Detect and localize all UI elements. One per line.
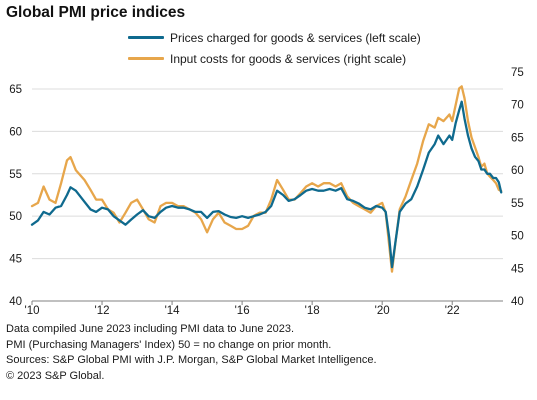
chart-footnotes: Data compiled June 2023 including PMI da… xyxy=(6,322,377,384)
left-axis-tick-label: 60 xyxy=(9,126,22,138)
footnote-copyright: © 2023 S&P Global. xyxy=(6,369,105,382)
chart-legend: Prices charged for goods & services (lef… xyxy=(128,27,421,69)
left-axis-tick-label: 50 xyxy=(9,211,22,223)
legend-item-input-costs: Input costs for goods & services (right … xyxy=(128,48,421,69)
series-line-prices-charged xyxy=(30,100,503,269)
series-line-input-costs xyxy=(30,85,503,273)
legend-swatch-prices-charged xyxy=(128,36,164,39)
right-axis-tick-label: 50 xyxy=(511,231,524,243)
left-axis-tick-label: 40 xyxy=(9,296,22,308)
x-axis-tick-label: '22 xyxy=(445,305,460,317)
chart-title: Global PMI price indices xyxy=(6,4,186,21)
right-axis-tick-label: 65 xyxy=(511,132,524,144)
legend-label-input-costs: Input costs for goods & services (right … xyxy=(170,51,407,66)
left-axis-tick-label: 45 xyxy=(9,254,22,266)
x-axis-tick-label: '16 xyxy=(235,305,250,317)
right-axis-tick-label: 55 xyxy=(511,198,524,210)
right-axis-tick-label: 40 xyxy=(511,296,524,308)
right-axis-tick-label: 45 xyxy=(511,263,524,275)
legend-swatch-input-costs xyxy=(128,57,164,60)
x-axis-tick-label: '18 xyxy=(305,305,320,317)
footnote-sources: Sources: S&P Global PMI with J.P. Morgan… xyxy=(6,354,377,366)
x-axis-tick-label: '20 xyxy=(375,305,390,317)
x-axis-tick-label: '10 xyxy=(25,305,40,317)
right-axis-tick-label: 75 xyxy=(511,67,524,79)
right-axis-tick-label: 70 xyxy=(511,100,524,112)
line-chart: 40 45 50 55 60 65 40 45 50 55 60 65 70 75 '10 '12 '14 '16… xyxy=(9,67,524,317)
footnote-pmi-definition: PMI (Purchasing Managers' Index) 50 = no… xyxy=(6,338,332,351)
legend-item-prices-charged: Prices charged for goods & services (lef… xyxy=(128,27,421,48)
right-axis-tick-label: 60 xyxy=(511,165,524,177)
x-axis-tick-label: '14 xyxy=(165,305,181,317)
x-axis-tick-label: '12 xyxy=(95,305,110,317)
legend-label-prices-charged: Prices charged for goods & services (lef… xyxy=(170,30,421,45)
footnote-data-compiled: Data compiled June 2023 including PMI da… xyxy=(6,323,295,335)
left-axis-tick-label: 65 xyxy=(9,84,22,96)
left-axis-tick-label: 55 xyxy=(9,169,22,181)
